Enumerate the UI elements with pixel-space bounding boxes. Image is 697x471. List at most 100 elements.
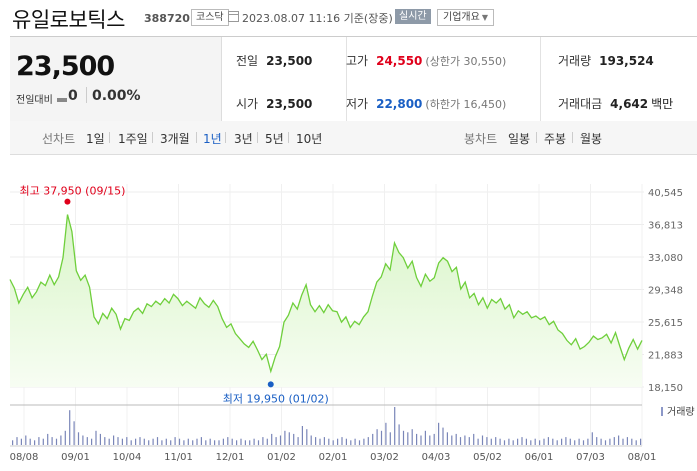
volume-bar bbox=[402, 430, 405, 446]
volume-bar bbox=[416, 433, 418, 445]
volume-bar bbox=[64, 430, 66, 446]
chevron-down-icon: ▼ bbox=[481, 13, 488, 22]
volume-bar bbox=[499, 438, 501, 445]
x-tick-label: 05/02 bbox=[473, 452, 502, 463]
volume-bar bbox=[635, 440, 637, 446]
volume-bar bbox=[55, 438, 58, 445]
y-tick-label: 36,813 bbox=[648, 221, 683, 232]
volume-bar bbox=[152, 438, 154, 445]
volume-bar bbox=[222, 438, 224, 445]
tab-weekly[interactable]: 주봉 bbox=[544, 132, 567, 146]
market-badge: 코스닥 bbox=[191, 9, 229, 26]
price-chart[interactable]: 40,545 36,813 33,080 29,348 25,615 21,883 18,1… bbox=[0, 160, 697, 471]
volume-bar bbox=[271, 433, 273, 445]
x-tick-label: 10/04 bbox=[113, 452, 142, 463]
stock-code: 388720 bbox=[144, 12, 190, 25]
y-tick-label: 21,883 bbox=[648, 351, 683, 362]
volume-bar bbox=[613, 437, 615, 445]
volume-bar bbox=[266, 438, 268, 445]
high-price: 고가 24,550 (상한가 30,550) bbox=[346, 52, 506, 69]
volume-bar bbox=[205, 440, 207, 446]
volume-bar bbox=[200, 437, 202, 445]
volume-bar bbox=[600, 438, 602, 445]
volume-bar bbox=[148, 440, 150, 446]
open-price: 시가 23,500 bbox=[236, 95, 312, 112]
open-label: 시가 bbox=[236, 97, 259, 111]
volume-bar bbox=[279, 435, 282, 445]
volume-bar bbox=[354, 438, 356, 445]
price-area bbox=[10, 214, 642, 387]
volume-bar bbox=[306, 429, 308, 445]
flat-icon bbox=[56, 98, 67, 102]
volume-bar bbox=[73, 421, 75, 446]
volume-bar bbox=[424, 430, 426, 446]
volume-bar bbox=[25, 435, 27, 445]
x-tick-label: 09/01 bbox=[61, 452, 90, 463]
tab-monthly[interactable]: 월봉 bbox=[580, 132, 603, 146]
x-tick-label: 07/03 bbox=[576, 452, 605, 463]
volume-bar bbox=[16, 437, 18, 445]
tab-10y[interactable]: 10년 bbox=[296, 132, 323, 146]
volume-bar bbox=[218, 440, 220, 446]
volume-bar bbox=[288, 432, 290, 445]
x-tick-label: 03/02 bbox=[370, 452, 399, 463]
tab-1w[interactable]: 1주일 bbox=[118, 132, 148, 146]
tab-daily[interactable]: 일봉 bbox=[508, 132, 531, 146]
volume-bar bbox=[618, 435, 620, 445]
x-tick-label: 04/03 bbox=[422, 452, 451, 463]
x-tick-label: 12/01 bbox=[216, 452, 245, 463]
x-axis: 08/08 09/01 10/04 11/01 12/01 01/02 02/01 03/02… bbox=[10, 452, 657, 463]
volume-bar bbox=[183, 440, 185, 446]
x-tick-label: 01/02 bbox=[267, 452, 296, 463]
volume-bar bbox=[455, 433, 457, 445]
volume-bar bbox=[433, 433, 435, 445]
volume-bar bbox=[262, 437, 264, 445]
company-info-label: 기업개요 bbox=[443, 12, 480, 23]
tab-3m[interactable]: 3개월 bbox=[160, 132, 190, 146]
tab-divider bbox=[109, 132, 110, 143]
volume-bar bbox=[376, 429, 378, 445]
open-value: 23,500 bbox=[266, 97, 313, 111]
tab-divider bbox=[257, 132, 258, 143]
volume-bar bbox=[547, 437, 549, 445]
volume-bar bbox=[244, 440, 246, 446]
volume-bar bbox=[156, 437, 159, 445]
volume-bar bbox=[582, 440, 585, 446]
low-value: 22,800 bbox=[376, 97, 423, 111]
volume-bar bbox=[464, 435, 466, 445]
volume-bar bbox=[323, 437, 325, 445]
realtime-badge[interactable]: 실시간 bbox=[395, 9, 431, 24]
volume-bar bbox=[561, 438, 563, 445]
volume-legend-icon bbox=[661, 407, 663, 416]
volume-bar bbox=[631, 438, 633, 445]
volume-bar bbox=[209, 438, 211, 445]
volume-bar bbox=[446, 432, 448, 445]
volume-bar bbox=[275, 437, 277, 445]
volume-bar bbox=[473, 433, 475, 445]
volume-bar bbox=[77, 432, 80, 445]
volume-bar bbox=[104, 437, 106, 445]
tab-3y[interactable]: 3년 bbox=[234, 132, 253, 146]
company-info-button[interactable]: 기업개요 ▼ bbox=[437, 9, 494, 26]
volume-bar bbox=[113, 435, 115, 445]
volume-bar bbox=[108, 438, 110, 445]
volume: 거래량 193,524 bbox=[558, 52, 654, 69]
volume-bar bbox=[51, 437, 53, 445]
volume-bar bbox=[468, 437, 470, 445]
volume-bar bbox=[512, 440, 514, 446]
amount-unit: 백만 bbox=[651, 97, 674, 111]
volume-bar bbox=[284, 430, 286, 446]
max-marker bbox=[64, 198, 71, 205]
volume-bar bbox=[69, 410, 71, 445]
x-tick-label: 06/01 bbox=[525, 452, 554, 463]
volume-bar bbox=[398, 424, 400, 445]
tab-1y[interactable]: 1년 bbox=[203, 132, 222, 146]
chart-tab-bar: 선차트 1일 1주일 3개월 1년 3년 5년 10년 봉차트 일봉 주봉 월봉 bbox=[10, 121, 697, 155]
max-label: 최고 37,950 (09/15) bbox=[19, 185, 125, 198]
volume-bar bbox=[337, 438, 339, 445]
volume-bar bbox=[310, 435, 312, 445]
volume-bar bbox=[411, 429, 413, 445]
volume-bar bbox=[442, 427, 444, 445]
tab-5y[interactable]: 5년 bbox=[265, 132, 284, 146]
tab-1d[interactable]: 1일 bbox=[86, 132, 105, 146]
